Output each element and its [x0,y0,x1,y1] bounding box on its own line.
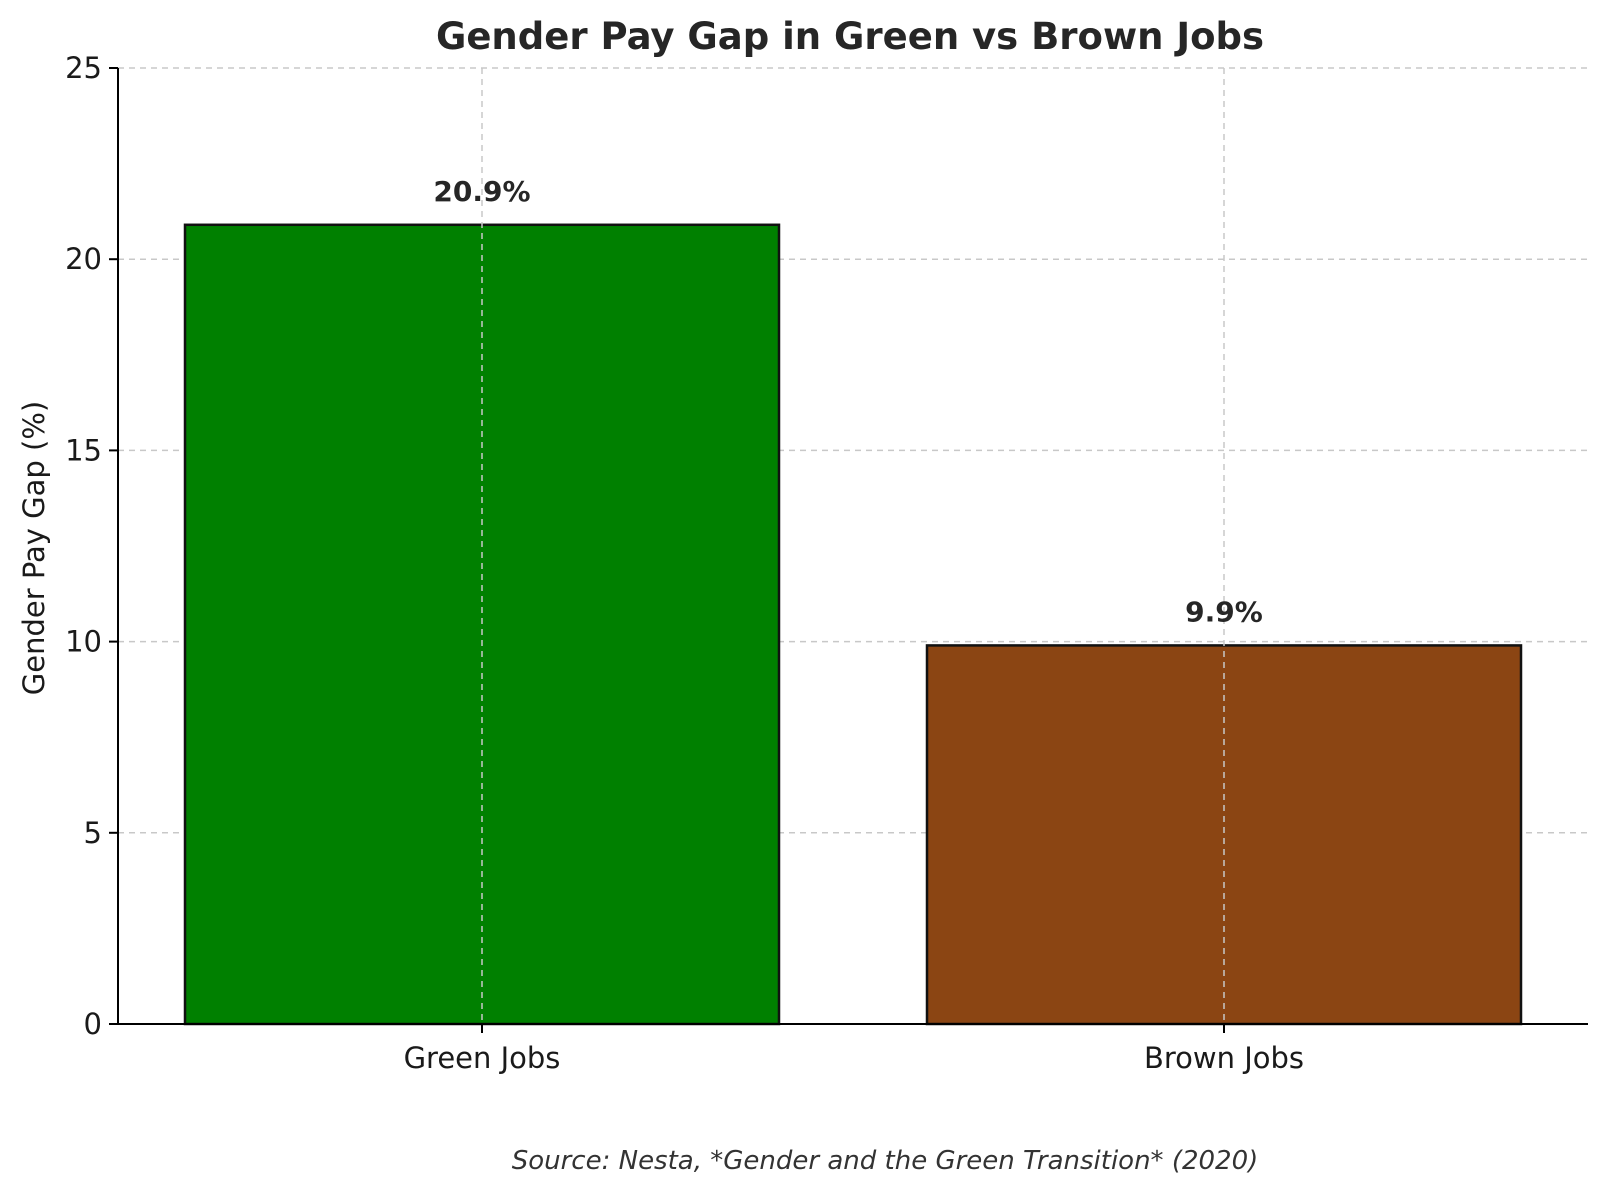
bars [183,223,1523,1026]
chart-title: Gender Pay Gap in Green vs Brown Jobs [436,15,1264,58]
data-labels: 20.9% 9.9% [433,175,1262,629]
y-tick-label: 0 [84,1007,102,1041]
axes [117,68,1588,1025]
data-label: 9.9% [1185,595,1263,628]
y-tick-label: 25 [65,51,102,85]
bar-brown-jobs [925,644,1523,1026]
y-axis-ticks: 0 5 10 15 20 25 [65,51,118,1041]
x-tick-label: Green Jobs [404,1041,561,1075]
x-tick-label: Brown Jobs [1144,1041,1304,1075]
data-label: 20.9% [433,175,530,208]
source-note: Source: Nesta, *Gender and the Green Tra… [512,1146,1259,1176]
y-axis-label: Gender Pay Gap (%) [17,401,51,695]
vertical-grid [481,68,1225,1024]
y-tick-label: 10 [65,625,102,659]
y-tick-label: 15 [65,433,102,467]
y-tick-label: 20 [65,242,102,276]
y-tick-label: 5 [84,816,102,850]
x-axis-ticks: Green Jobs Brown Jobs [404,1024,1304,1075]
